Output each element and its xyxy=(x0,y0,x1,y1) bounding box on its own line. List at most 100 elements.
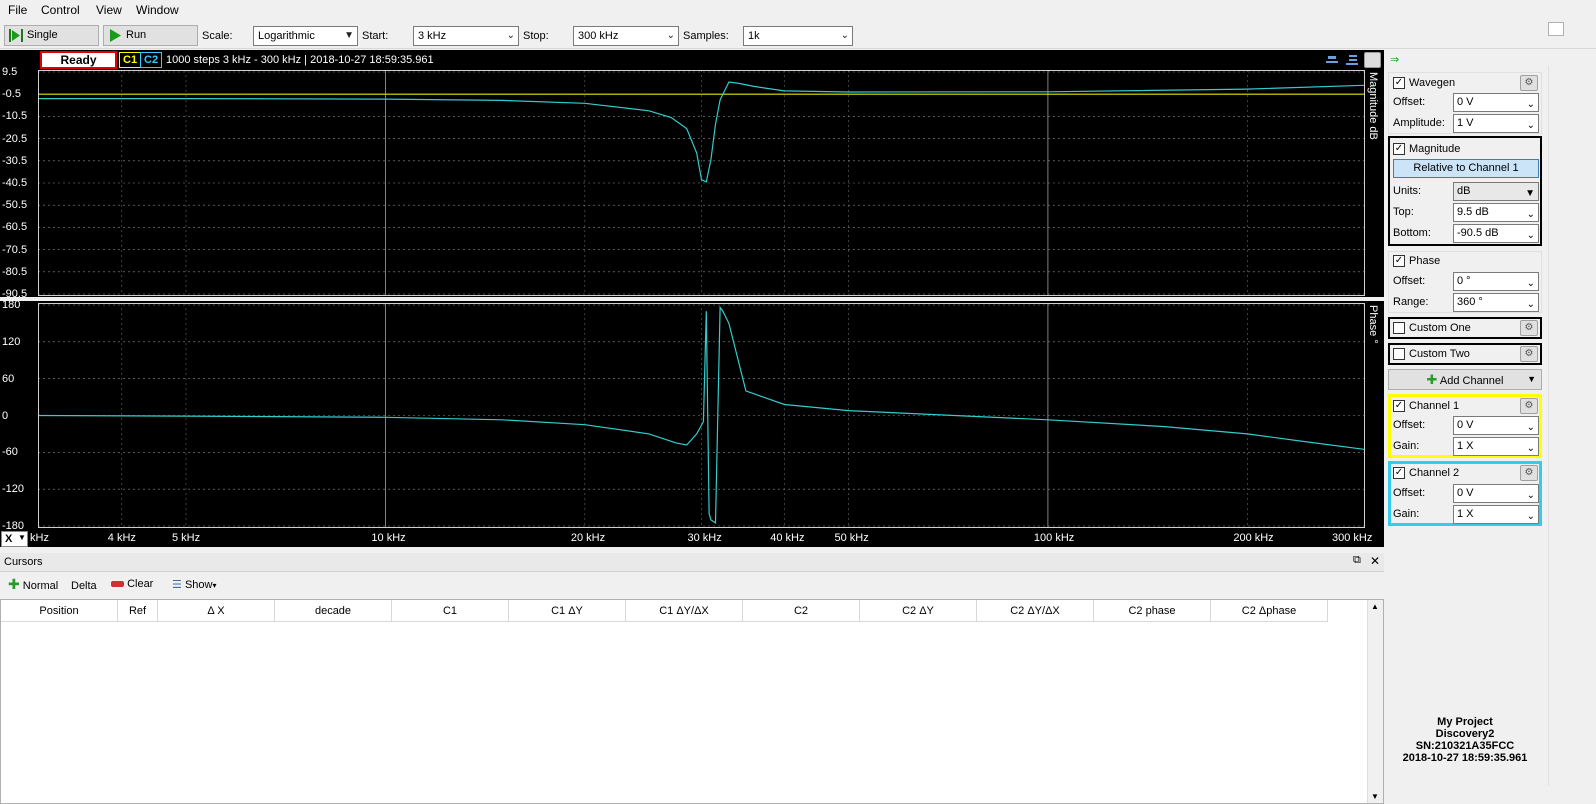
channel2-checkbox[interactable]: ✓ xyxy=(1393,467,1405,479)
plus-icon: ✚ xyxy=(8,576,20,592)
scale-select[interactable]: Logarithmic ▼ xyxy=(253,26,358,46)
x-axis-button[interactable]: X ▼ xyxy=(1,531,28,547)
gear-icon[interactable]: ⚙ xyxy=(1520,465,1538,481)
undock-icon[interactable]: ⧉ xyxy=(1353,554,1361,566)
plot-divider[interactable] xyxy=(0,297,1384,301)
bottom-value: -90.5 dB xyxy=(1457,227,1499,239)
align-icon[interactable] xyxy=(1345,53,1359,66)
chevron-up-icon: ▲ xyxy=(1371,602,1379,611)
magnitude-checkbox[interactable]: ✓ xyxy=(1393,143,1405,155)
device-timestamp: 2018-10-27 18:59:35.961 xyxy=(1402,752,1528,764)
add-channel-button[interactable]: ✚ Add Channel ▼ xyxy=(1388,369,1542,390)
show-menu-button[interactable]: ☰ Show▾ xyxy=(172,578,216,591)
phase-range-input[interactable]: 360 ° ⌄ xyxy=(1453,293,1539,312)
channel2-badge[interactable]: C2 xyxy=(140,52,163,68)
show-label: Show xyxy=(184,579,213,591)
device-info: My Project Discovery2 SN:210321A35FCC 20… xyxy=(1392,716,1538,764)
gear-icon[interactable]: ⚙ xyxy=(1520,398,1538,414)
column-header[interactable]: Δ X xyxy=(158,600,275,622)
phase-checkbox[interactable]: ✓ xyxy=(1393,255,1405,267)
column-header[interactable]: C1 xyxy=(392,600,509,622)
close-icon[interactable]: ✕ xyxy=(1370,554,1381,568)
channel1-offset-input[interactable]: 0 V ⌄ xyxy=(1453,416,1539,435)
column-header[interactable]: Position xyxy=(1,600,118,622)
phase-group: ✓ Phase Offset: 0 ° ⌄ Range: 360 ° ⌄ xyxy=(1388,251,1542,313)
channel1-badge[interactable]: C1 xyxy=(119,52,142,68)
x-tick-label: 4 kHz xyxy=(107,532,136,544)
channel1-offset-label: Offset: xyxy=(1393,419,1426,431)
channel1-checkbox[interactable]: ✓ xyxy=(1393,400,1405,412)
column-header[interactable]: C1 ΔY xyxy=(509,600,626,622)
chevron-down-icon: ▼ xyxy=(344,30,354,41)
phase-offset-value: 0 ° xyxy=(1457,275,1471,287)
column-header[interactable]: Ref xyxy=(118,600,158,622)
units-select[interactable]: dB ▼ xyxy=(1453,182,1539,201)
menu-view[interactable]: View xyxy=(96,3,122,17)
panel-scrollbar[interactable] xyxy=(1548,66,1565,786)
play-icon xyxy=(110,29,121,42)
magnitude-group: ✓ Magnitude Relative to Channel 1 Units:… xyxy=(1388,136,1542,246)
zoom-icon[interactable] xyxy=(1325,53,1339,66)
wavegen-offset-input[interactable]: 0 V ⌄ xyxy=(1453,93,1539,112)
wavegen-amplitude-input[interactable]: 1 V ⌄ xyxy=(1453,114,1539,133)
stop-select[interactable]: 300 kHz ⌄ xyxy=(573,26,679,46)
channel2-gain-input[interactable]: 1 X ⌄ xyxy=(1453,505,1539,524)
samples-select[interactable]: 1k ⌄ xyxy=(743,26,853,46)
y-tick-label: -10.5 xyxy=(2,110,28,123)
expand-arrow-icon[interactable]: ⇒ xyxy=(1390,54,1400,66)
chevron-down-icon: ⌄ xyxy=(666,30,675,41)
column-header[interactable]: C2 Δphase xyxy=(1211,600,1328,622)
cursors-title: Cursors xyxy=(4,556,43,568)
channel2-group: ✓ Channel 2 ⚙ Offset: 0 V ⌄ Gain: 1 X ⌄ xyxy=(1388,461,1542,526)
clear-label: Clear xyxy=(127,578,154,590)
run-button[interactable]: Run xyxy=(103,25,198,46)
start-select[interactable]: 3 kHz ⌄ xyxy=(413,26,519,46)
gear-icon[interactable]: ⚙ xyxy=(1520,75,1538,91)
align-icon xyxy=(1346,55,1358,65)
stop-label: Stop: xyxy=(523,30,549,42)
table-scrollbar[interactable]: ▲ ▼ xyxy=(1367,600,1383,803)
toolbar: Single Run Scale: Logarithmic ▼ Start: 3 … xyxy=(0,22,1596,49)
magnitude-chart[interactable] xyxy=(38,70,1365,296)
column-header[interactable]: C2 phase xyxy=(1094,600,1211,622)
clear-cursors-button[interactable]: Clear xyxy=(111,578,153,590)
magnitude-axis-label: Magnitude dB xyxy=(1367,72,1379,140)
channel2-offset-input[interactable]: 0 V ⌄ xyxy=(1453,484,1539,503)
column-header[interactable]: C2 ΔY/ΔX xyxy=(977,600,1094,622)
column-header[interactable]: C2 ΔY xyxy=(860,600,977,622)
gear-icon[interactable]: ⚙ xyxy=(1520,320,1538,336)
y-tick-label: 60 xyxy=(2,372,15,385)
wavegen-amplitude-label: Amplitude: xyxy=(1393,117,1445,129)
delta-cursor-button[interactable]: Delta xyxy=(71,580,97,592)
restore-icon[interactable] xyxy=(1548,22,1564,36)
y-tick-label: 9.5 xyxy=(2,66,18,78)
wavegen-checkbox[interactable]: ✓ xyxy=(1393,77,1405,89)
y-tick-label: -0.5 xyxy=(2,88,21,101)
plot-settings-gear-icon[interactable] xyxy=(1364,52,1381,68)
menu-window[interactable]: Window xyxy=(136,3,179,17)
top-input[interactable]: 9.5 dB ⌄ xyxy=(1453,203,1539,222)
gear-icon[interactable]: ⚙ xyxy=(1520,346,1538,362)
menu-file[interactable]: File xyxy=(8,3,28,17)
relative-to-channel1-button[interactable]: Relative to Channel 1 xyxy=(1393,159,1539,178)
chevron-down-icon: ⌄ xyxy=(1526,443,1535,454)
bottom-label: Bottom: xyxy=(1393,227,1431,239)
phase-offset-input[interactable]: 0 ° ⌄ xyxy=(1453,272,1539,291)
custom-one-checkbox[interactable] xyxy=(1393,322,1405,334)
single-button[interactable]: Single xyxy=(4,25,99,46)
column-header[interactable]: decade xyxy=(275,600,392,622)
channel1-gain-input[interactable]: 1 X ⌄ xyxy=(1453,437,1539,456)
channel1-title: Channel 1 xyxy=(1409,400,1460,412)
bottom-input[interactable]: -90.5 dB ⌄ xyxy=(1453,224,1539,243)
custom-two-checkbox[interactable] xyxy=(1393,348,1405,360)
normal-cursor-button[interactable]: ✚ Normal xyxy=(8,576,58,592)
phase-chart[interactable] xyxy=(38,303,1365,528)
chevron-down-icon: ▼ xyxy=(1527,374,1536,384)
phase-range-value: 360 ° xyxy=(1457,296,1483,308)
column-header[interactable]: C2 xyxy=(743,600,860,622)
column-header[interactable]: C1 ΔY/ΔX xyxy=(626,600,743,622)
menu-control[interactable]: Control xyxy=(41,3,80,17)
channel2-gain-value: 1 X xyxy=(1457,508,1474,520)
magnitude-title: Magnitude xyxy=(1409,143,1461,155)
